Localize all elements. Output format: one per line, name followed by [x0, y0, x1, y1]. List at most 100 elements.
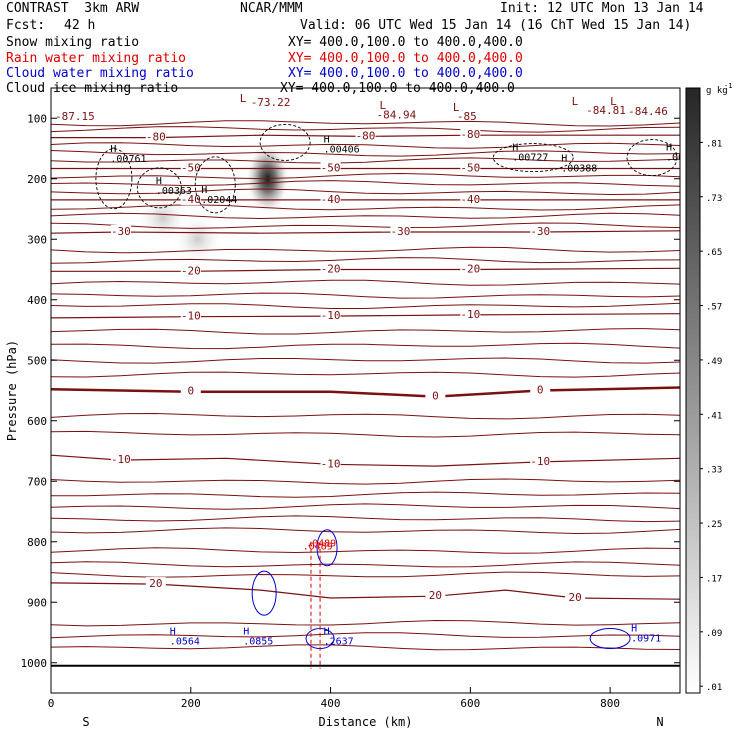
isotherm-label: -10	[460, 308, 480, 321]
isotherm-label-bg	[180, 192, 201, 205]
isotherm-label: -10	[321, 309, 341, 322]
isotherm-minus10	[51, 313, 680, 319]
isotherm-label: -30	[391, 225, 411, 238]
forecast-label: Fcst:	[6, 18, 46, 33]
colorbar-unit: g kg	[706, 86, 728, 96]
isotherm-line	[51, 571, 680, 578]
cloud-water-max-label: .0855	[243, 637, 273, 648]
isotherm-line	[51, 515, 680, 523]
isotherm-line	[51, 619, 680, 627]
isotherm-label-bg	[320, 192, 341, 205]
isotherm-line	[51, 292, 680, 299]
colorbar-label: .65	[706, 248, 722, 258]
valid-label: Valid: 06 UTC Wed 15 Jan 14 (16 ChT Wed …	[300, 18, 692, 33]
isotherm-label: -20	[181, 264, 201, 277]
isotherm-label: -40	[460, 193, 480, 206]
colorbar-label: .33	[706, 466, 722, 476]
isotherm-20	[51, 582, 680, 600]
isotherm-label: -10	[181, 310, 201, 323]
temperature-extreme-label: -84.46	[628, 105, 668, 118]
isotherm-label-bg	[180, 384, 201, 397]
x-axis-title: Distance (km)	[319, 715, 413, 729]
cloud-ice-high-marker: H	[110, 144, 116, 155]
isotherm-label: 0	[432, 390, 439, 403]
isotherm-line	[51, 212, 680, 220]
cloud-water-contour	[316, 529, 338, 567]
snow-shade-2	[171, 213, 224, 266]
isotherm-label-bg	[110, 453, 131, 466]
isotherm-label-bg	[460, 128, 481, 141]
isotherm-label-bg	[110, 224, 131, 237]
cloud-ice-max-label: .00727	[512, 153, 548, 164]
cloud-ice-contour	[136, 167, 182, 209]
field-cloudwater-xy: XY= 400.0,100.0 to 400.0,400.0	[288, 66, 523, 81]
y-tick-label: 300	[27, 233, 47, 246]
isotherm-line	[51, 632, 680, 639]
colorbar-label: .25	[706, 520, 722, 530]
cloud-water-max-label: .2637	[324, 637, 354, 648]
cloud-ice-max-label: .00406	[324, 145, 360, 156]
colorbar-label: .57	[706, 303, 722, 313]
isotherm-line	[51, 478, 680, 485]
isotherm-label: -10	[111, 453, 131, 466]
center-label: NCAR/MMM	[240, 1, 303, 16]
isotherm-label: -40	[181, 193, 201, 206]
isotherm-label-bg	[355, 129, 376, 142]
isotherm-line	[51, 126, 680, 133]
x-tick-label: 800	[600, 697, 620, 710]
isotherm-label-bg	[460, 262, 481, 275]
x-tick-label: 0	[48, 697, 55, 710]
isotherm-label-bg	[320, 309, 341, 322]
colorbar-label: .09	[706, 629, 722, 639]
isotherm-minus30	[51, 230, 680, 234]
cloud-water-high-marker: H	[170, 627, 176, 638]
temperature-extreme-label: -87.15	[55, 110, 95, 123]
cloud-water-max-label: .0564	[170, 637, 200, 648]
cloud-ice-max-label: .007	[666, 153, 690, 164]
isotherm-label-bg	[460, 161, 481, 174]
temperature-extreme-label: -84.94	[376, 108, 416, 121]
isotherm-label: 20	[429, 589, 442, 602]
cloud-ice-contour	[95, 148, 133, 210]
isotherm-label-bg	[530, 224, 551, 237]
isotherm-label: -80	[146, 131, 166, 144]
temperature-extreme-label: -84.81	[586, 104, 626, 117]
colorbar	[685, 87, 701, 694]
y-tick-label: 900	[27, 596, 47, 609]
isotherm-label: -30	[111, 225, 131, 238]
isotherm-label-bg	[530, 454, 551, 467]
model-title: CONTRAST 3km ARW	[6, 1, 140, 16]
isotherm-label-bg	[180, 161, 201, 174]
isotherm-minus20	[51, 267, 680, 272]
isotherm-label: -20	[460, 263, 480, 276]
isotherm-line	[51, 547, 680, 554]
colorbar-label: .81	[706, 139, 722, 149]
isotherm-minus80	[51, 134, 680, 139]
isotherm-label: 0	[537, 384, 544, 397]
isotherm-line	[51, 491, 680, 498]
cloud-ice-max-label: .00761	[110, 154, 146, 165]
x-tick-label: 200	[181, 697, 201, 710]
rain-max-label: .0489	[303, 542, 333, 553]
y-tick-label: 100	[27, 112, 47, 125]
isotherm-label: -50	[321, 161, 341, 174]
south-label: S	[82, 715, 89, 729]
low-marker: L	[610, 95, 617, 108]
isotherm-line	[51, 302, 680, 309]
y-tick-label: 1000	[21, 657, 48, 670]
cloud-ice-max-label: .00388	[561, 163, 597, 174]
isotherm-line	[51, 561, 680, 568]
isotherm-label: -80	[460, 128, 480, 141]
cloud-water-high-marker: H	[324, 627, 330, 638]
field-snow-name: Snow mixing ratio	[6, 35, 140, 50]
isotherm-line	[51, 430, 680, 438]
isotherm-line	[51, 412, 680, 420]
cloud-ice-contour	[259, 123, 311, 161]
isotherm-label-bg	[425, 389, 446, 402]
colorbar-label: .73	[706, 194, 722, 204]
isotherm-line	[51, 357, 680, 364]
y-tick-label: 600	[27, 415, 47, 428]
cloud-water-high-marker: H	[243, 627, 249, 638]
field-cloudwater-name: Cloud water mixing ratio	[6, 66, 194, 81]
